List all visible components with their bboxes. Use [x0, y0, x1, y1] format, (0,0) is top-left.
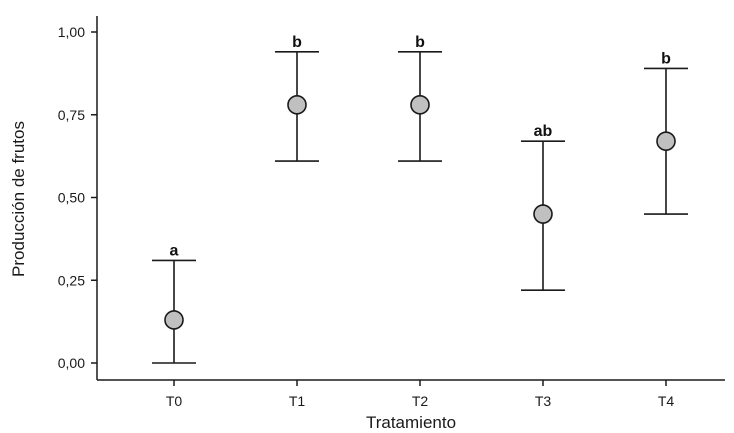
data-point [410, 95, 430, 115]
significance-label: ab [534, 123, 553, 140]
data-point [656, 131, 676, 152]
x-ticks: T0 T1 T2 T3 T4 [166, 380, 675, 409]
significance-label: b [661, 50, 671, 67]
y-tick-label: 0,75 [58, 107, 85, 123]
x-axis-title: Tratamiento [366, 413, 456, 432]
y-tick-label: 0,25 [58, 272, 85, 288]
y-tick-label: 0,50 [58, 190, 85, 206]
significance-label: a [170, 242, 179, 259]
data-point [287, 95, 307, 115]
x-tick-label: T4 [658, 393, 675, 409]
y-ticks: 0,00 0,25 0,50 0,75 1,00 [58, 24, 97, 371]
y-axis-title: Producción de frutos [9, 121, 28, 277]
y-tick-label: 1,00 [58, 24, 85, 40]
data-point [164, 310, 184, 330]
x-tick-label: T3 [535, 393, 552, 409]
significance-label: b [415, 34, 425, 51]
y-tick-label: 0,00 [58, 355, 85, 371]
significance-label: b [292, 34, 302, 51]
x-tick-label: T0 [166, 393, 183, 409]
data-point [533, 204, 553, 224]
x-tick-label: T2 [412, 393, 429, 409]
x-tick-label: T1 [289, 393, 306, 409]
